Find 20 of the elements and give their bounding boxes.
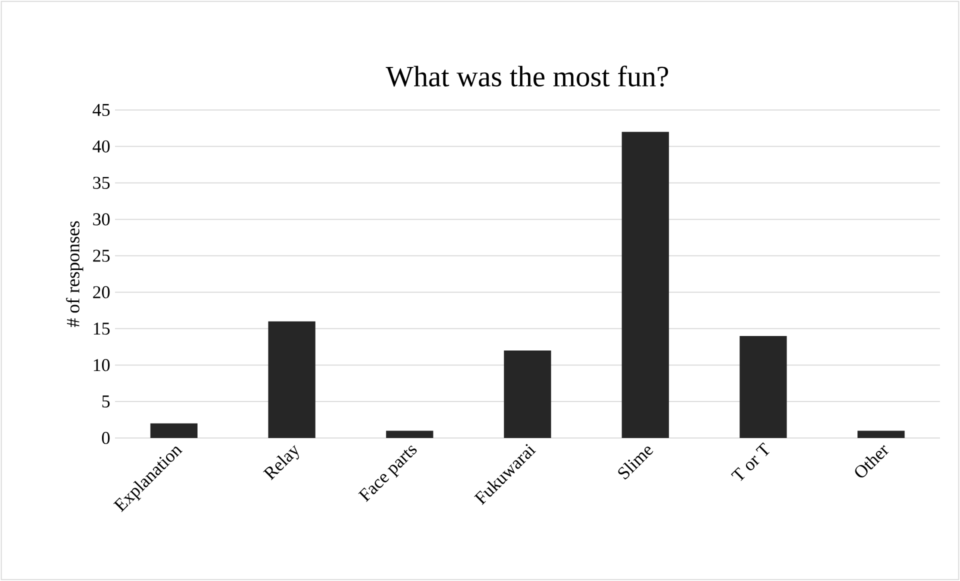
bar <box>150 423 198 438</box>
x-tick-label: T or T <box>730 442 770 482</box>
bar <box>386 430 434 438</box>
bar <box>268 321 316 438</box>
y-tick-label: 30 <box>93 213 110 226</box>
bar <box>504 350 552 438</box>
bar <box>740 336 787 438</box>
bar <box>622 132 669 438</box>
y-tick-label: 20 <box>93 286 110 298</box>
bar <box>858 430 905 438</box>
y-tick-label: 45 <box>92 104 110 116</box>
y-tick-label: 40 <box>92 140 110 152</box>
y-tick-label: 35 <box>93 176 110 189</box>
y-tick-label: 0 <box>102 432 110 444</box>
chart-title: What was the most fun? <box>386 66 668 87</box>
y-axis-title: # of responses <box>66 221 84 328</box>
y-tick-label: 10 <box>94 359 110 372</box>
y-tick-label: 15 <box>94 322 110 335</box>
y-tick-label: 25 <box>93 250 110 262</box>
y-tick-label: 5 <box>102 396 110 408</box>
